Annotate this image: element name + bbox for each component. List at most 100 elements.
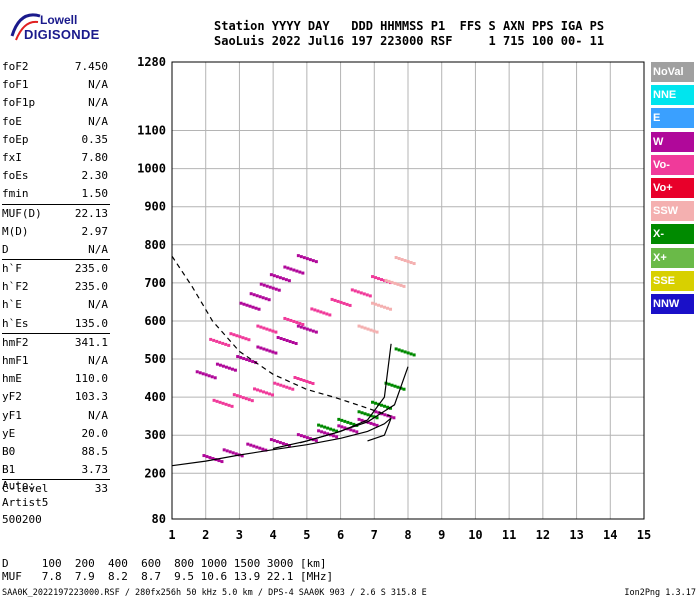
legend-item: X+ bbox=[651, 247, 694, 268]
data-point bbox=[387, 279, 391, 283]
data-point bbox=[256, 324, 260, 328]
data-point bbox=[320, 430, 324, 434]
legend-item: W bbox=[651, 131, 694, 152]
data-point bbox=[245, 358, 249, 362]
data-point bbox=[355, 430, 359, 434]
data-point bbox=[259, 389, 263, 393]
data-point bbox=[355, 423, 359, 427]
data-point bbox=[283, 265, 287, 269]
data-point bbox=[386, 414, 390, 418]
data-point bbox=[335, 429, 339, 433]
data-point bbox=[296, 433, 300, 437]
data-point bbox=[362, 292, 366, 296]
data-point bbox=[317, 429, 321, 433]
data-point bbox=[397, 257, 401, 261]
data-point bbox=[276, 336, 280, 340]
param-value: N/A bbox=[88, 298, 108, 312]
legend: NoVal NNE E W Vo- Vo+ SSW X- X+ SSE NNW bbox=[651, 62, 694, 317]
data-point bbox=[244, 397, 248, 401]
data-point bbox=[265, 327, 269, 331]
data-point bbox=[360, 325, 364, 329]
data-point bbox=[218, 363, 222, 367]
data-point bbox=[400, 258, 404, 262]
data-point bbox=[350, 288, 354, 292]
y-tick-label: 300 bbox=[144, 428, 166, 442]
data-point bbox=[383, 305, 387, 309]
data-point bbox=[302, 326, 306, 330]
data-point bbox=[352, 422, 356, 426]
y-tick-label: 900 bbox=[144, 200, 166, 214]
param-value: 110.0 bbox=[74, 372, 108, 386]
y-tick-label: 600 bbox=[144, 314, 166, 328]
data-point bbox=[305, 257, 309, 261]
data-point bbox=[281, 277, 285, 281]
auto-artist: Artist5 bbox=[2, 496, 49, 509]
data-point bbox=[296, 254, 300, 258]
x-tick-label: 9 bbox=[438, 528, 445, 542]
data-point bbox=[239, 356, 243, 360]
legend-item: NoVal bbox=[651, 62, 694, 82]
data-point bbox=[228, 450, 232, 454]
data-point bbox=[293, 375, 297, 379]
data-point bbox=[390, 280, 394, 284]
data-point bbox=[254, 306, 258, 310]
auto-code: 500200 bbox=[2, 513, 42, 526]
data-point bbox=[366, 420, 370, 424]
data-point bbox=[393, 281, 397, 285]
param-key: foF1p bbox=[2, 96, 36, 110]
data-point bbox=[267, 298, 271, 302]
x-tick-label: 14 bbox=[603, 528, 617, 542]
data-point bbox=[359, 291, 363, 295]
data-point bbox=[305, 436, 309, 440]
data-point bbox=[234, 452, 238, 456]
data-point bbox=[349, 421, 353, 425]
data-point bbox=[264, 297, 268, 301]
param-value: 1.50 bbox=[81, 187, 109, 201]
data-point bbox=[285, 339, 289, 343]
data-point bbox=[301, 322, 305, 326]
data-point bbox=[316, 309, 320, 313]
data-point bbox=[292, 319, 296, 323]
data-point bbox=[289, 267, 293, 271]
data-point bbox=[397, 348, 401, 352]
data-point bbox=[302, 435, 306, 439]
data-point bbox=[288, 386, 292, 390]
data-point bbox=[256, 388, 260, 392]
data-point bbox=[215, 362, 219, 366]
data-point bbox=[294, 342, 298, 346]
data-point bbox=[363, 419, 367, 423]
data-point bbox=[255, 294, 259, 298]
data-point bbox=[224, 342, 228, 346]
data-point bbox=[274, 351, 278, 355]
data-point bbox=[345, 302, 349, 306]
data-point bbox=[371, 400, 375, 404]
data-point bbox=[310, 307, 314, 311]
data-point bbox=[265, 391, 269, 395]
data-point bbox=[248, 304, 252, 308]
data-point bbox=[252, 293, 256, 297]
param-key: fmin bbox=[2, 187, 29, 201]
data-point bbox=[360, 418, 364, 422]
data-point bbox=[311, 259, 315, 263]
legend-item: SSW bbox=[651, 201, 694, 222]
param-row: MUF(D) 22.13 bbox=[2, 205, 110, 223]
data-point bbox=[207, 374, 211, 378]
data-point bbox=[211, 457, 215, 461]
data-point bbox=[283, 316, 287, 320]
data-point bbox=[284, 278, 288, 282]
muf-table: D 100 200 400 600 800 1000 1500 3000 [km… bbox=[2, 557, 333, 583]
data-point bbox=[246, 442, 250, 446]
data-point bbox=[209, 337, 213, 341]
data-point bbox=[301, 271, 305, 275]
data-point bbox=[265, 284, 269, 288]
data-point bbox=[271, 393, 275, 397]
data-point bbox=[369, 328, 373, 332]
param-row: B1 3.73 bbox=[2, 461, 110, 479]
x-tick-label: 1 bbox=[168, 528, 175, 542]
data-point bbox=[215, 399, 219, 403]
data-point bbox=[363, 412, 367, 416]
footer-info: SAA0K_2022197223000.RSF / 280fx256h 50 k… bbox=[2, 588, 427, 598]
y-tick-label: 700 bbox=[144, 276, 166, 290]
data-point bbox=[305, 327, 309, 331]
data-point bbox=[326, 432, 330, 436]
